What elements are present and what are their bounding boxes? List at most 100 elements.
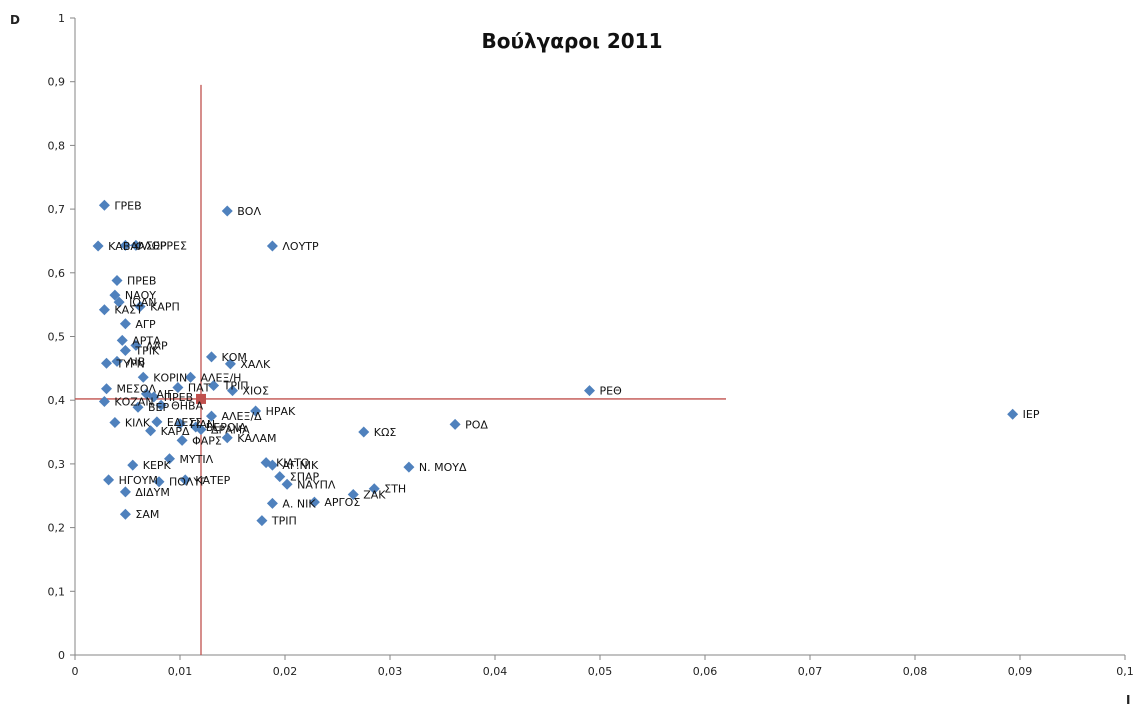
data-point xyxy=(98,395,110,407)
point-label: ΦΛΩΡ xyxy=(135,239,167,252)
x-tick-label: 0,07 xyxy=(798,665,823,678)
y-tick-label: 0,4 xyxy=(48,394,66,407)
x-tick-label: 0,09 xyxy=(1008,665,1033,678)
point-label: ΛΑΡ xyxy=(146,339,168,352)
point-label: ΚΑΛΑΜ xyxy=(237,432,276,445)
x-tick-label: 0,1 xyxy=(1116,665,1134,678)
data-point xyxy=(347,488,359,500)
data-point xyxy=(119,318,131,330)
point-label: ΑΓ.ΝΙΚ xyxy=(282,459,319,472)
point-label: ΔΙΔΥΜ xyxy=(135,486,170,499)
point-label: ΚΟΜ xyxy=(222,351,247,364)
y-axis-label: D xyxy=(10,13,20,27)
point-label: ΗΓΟΥΜ xyxy=(119,474,158,487)
data-point xyxy=(116,334,128,346)
point-label: ΚΕΡΚ xyxy=(143,459,172,472)
point-label: ΑΡΤΑ xyxy=(132,334,161,347)
x-tick-label: 0,03 xyxy=(378,665,403,678)
data-point xyxy=(206,410,217,422)
data-point xyxy=(195,424,207,436)
point-label: ΙΩΑΝ xyxy=(129,296,156,309)
point-label: ΠΑΤ xyxy=(188,381,211,394)
data-point xyxy=(148,391,160,403)
data-point xyxy=(584,385,595,397)
data-point xyxy=(208,380,220,392)
point-label: ΚΟΡΙΝ xyxy=(153,371,187,384)
data-point xyxy=(111,274,123,286)
point-label: ΒΕΡΟΙΑ xyxy=(206,421,247,434)
point-label: ΚΑΣΤ xyxy=(114,304,143,317)
point-label: ΘΗΒΑ xyxy=(171,399,203,412)
data-point xyxy=(103,474,115,486)
data-point xyxy=(119,239,131,251)
point-label: ΚΑΡΔ xyxy=(161,425,190,438)
data-points xyxy=(92,199,1019,527)
point-label: Α. ΝΙΚ xyxy=(282,497,316,510)
point-label: ΒΟΛ xyxy=(237,205,261,218)
point-label: ΜΕΣΟΛ xyxy=(117,383,157,396)
y-tick-label: 0,3 xyxy=(48,458,66,471)
data-point xyxy=(109,416,121,428)
x-tick-label: 0 xyxy=(72,665,79,678)
data-point xyxy=(221,432,233,444)
point-label: ΓΙΑΝ xyxy=(190,418,215,431)
point-label: ΑΓΡ xyxy=(135,318,156,331)
x-tick-label: 0,05 xyxy=(588,665,613,678)
point-label: ΧΙΟΣ xyxy=(243,385,269,398)
point-label: ΤΥΡΝ xyxy=(116,357,145,370)
data-point xyxy=(256,515,268,527)
y-tick-label: 0,5 xyxy=(48,331,66,344)
data-point xyxy=(109,289,121,301)
data-point xyxy=(130,339,142,351)
x-tick-label: 0,06 xyxy=(693,665,718,678)
data-point xyxy=(449,418,461,430)
data-point xyxy=(101,383,112,395)
point-label: ΤΡΙΚ xyxy=(134,345,160,358)
data-point xyxy=(368,483,380,495)
data-point xyxy=(224,358,236,370)
data-point xyxy=(127,459,139,471)
data-point xyxy=(134,301,146,313)
data-point xyxy=(145,425,157,437)
y-tick-label: 0,9 xyxy=(48,76,66,89)
point-label: ΕΔΕΣΣ xyxy=(167,416,202,429)
point-label: ΛΙΒ xyxy=(127,355,145,368)
point-label: ΓΡΕΒ xyxy=(114,199,141,212)
point-label: ΚΟΖΑΝ xyxy=(114,395,153,408)
mean-point-marker xyxy=(196,393,206,404)
data-point xyxy=(151,416,163,428)
point-label: ΚΙΛΚ xyxy=(125,416,151,429)
data-point xyxy=(227,385,238,397)
data-point xyxy=(176,434,188,446)
x-tick-label: 0,01 xyxy=(168,665,193,678)
data-point xyxy=(266,240,278,252)
data-point xyxy=(266,497,278,509)
y-tick-label: 0,8 xyxy=(48,139,66,152)
point-label: ΛΟΥΤΡ xyxy=(282,240,319,253)
y-tick-label: 1 xyxy=(58,12,65,25)
point-label: ΑΛΕΞ/Η xyxy=(201,371,242,384)
point-label: ΣΑΜ xyxy=(135,508,159,521)
point-label: ΚΑΒΑΛ xyxy=(108,240,146,253)
x-tick-label: 0,02 xyxy=(273,665,298,678)
data-point xyxy=(164,453,175,465)
x-tick-label: 0,04 xyxy=(483,665,508,678)
point-label: ΣΤΗ xyxy=(384,483,406,496)
data-point xyxy=(155,399,167,411)
point-label: ΣΠΑΡ xyxy=(290,471,320,484)
data-point xyxy=(172,381,184,393)
point-label: ΜΥΤΙΛ xyxy=(180,453,214,466)
data-point xyxy=(119,486,131,498)
data-point xyxy=(119,345,131,357)
y-tick-label: 0,2 xyxy=(48,522,66,535)
data-point xyxy=(358,426,370,438)
data-point xyxy=(266,459,278,471)
point-label: ΚΩΣ xyxy=(374,426,397,439)
data-point xyxy=(174,418,186,430)
point-label: ΠΟΛΥΓ xyxy=(169,476,207,489)
data-point xyxy=(119,508,131,520)
point-label: ΑΛΕΞ/Δ xyxy=(222,410,263,423)
point-label: ΑΡΓΟΣ xyxy=(324,496,360,509)
point-label: ΖΑΚ xyxy=(363,488,386,501)
